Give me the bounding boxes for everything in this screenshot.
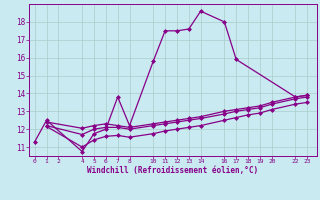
X-axis label: Windchill (Refroidissement éolien,°C): Windchill (Refroidissement éolien,°C) <box>87 166 258 175</box>
